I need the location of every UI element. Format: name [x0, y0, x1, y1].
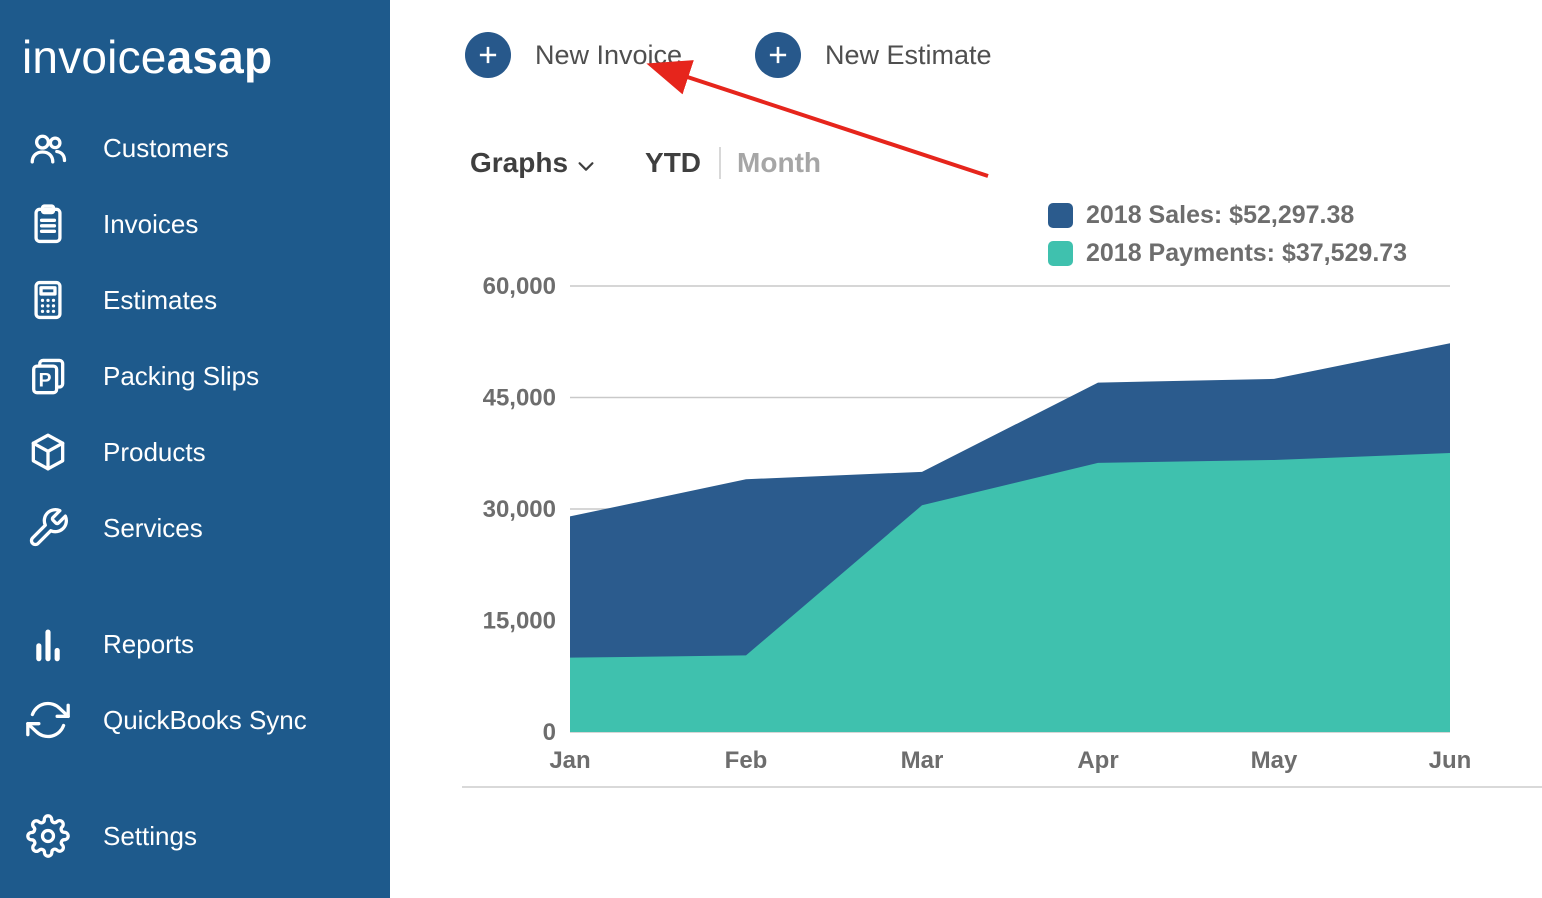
tab-ytd[interactable]: YTD: [645, 147, 702, 178]
main-content: 0 15,000 30,000 45,000 60,000 Jan Feb Mar Apr May…: [390, 0, 1542, 898]
2018-sales-area: [570, 343, 1450, 732]
sidebar-item-label: Packing Slips: [103, 360, 260, 391]
tab-month[interactable]: Month: [737, 147, 821, 178]
services-icon: [25, 505, 71, 551]
sidebar-item-quickbooks-sync[interactable]: QuickBooks Sync: [0, 682, 390, 758]
app-logo[interactable]: invoiceasap: [0, 22, 390, 110]
y-axis-label: 60,000: [483, 273, 556, 300]
chevron-down-icon: [578, 161, 594, 171]
invoices-icon: [25, 201, 71, 247]
y-axis-label: 45,000: [483, 385, 556, 412]
sidebar-item-customers[interactable]: Customers: [0, 110, 390, 186]
chart-toolbar: Graphs YTD Month: [470, 142, 821, 184]
x-axis-label: Apr: [1077, 747, 1118, 774]
sidebar-item-label: Products: [103, 436, 206, 467]
quickbooks-sync-icon: [25, 697, 71, 743]
sidebar-item-label: Services: [103, 512, 203, 543]
x-axis-label: Jan: [549, 747, 590, 774]
new-estimate-button[interactable]: New Estimate: [755, 32, 992, 78]
chart-legend: 2018 Sales: $52,297.38 2018 Payments: $37…: [1048, 201, 1407, 277]
2018-payments-area: [570, 453, 1450, 732]
plus-icon: [755, 32, 801, 78]
legend-swatch: [1048, 203, 1073, 228]
sidebar: invoiceasap Customers Invoices Estimates P P…: [0, 0, 390, 898]
y-axis-label: 30,000: [483, 496, 556, 523]
sidebar-item-packing-slips[interactable]: P Packing Slips: [0, 338, 390, 414]
graphs-label: Graphs: [470, 147, 569, 178]
sidebar-nav: Customers Invoices Estimates P Packing Slips…: [0, 110, 390, 874]
sidebar-item-invoices[interactable]: Invoices: [0, 186, 390, 262]
tab-divider: [719, 147, 722, 179]
sidebar-item-label: Invoices: [103, 208, 199, 239]
annotation-arrow: [646, 60, 989, 178]
x-axis-label: Jun: [1429, 747, 1472, 774]
sidebar-item-reports[interactable]: Reports: [0, 606, 390, 682]
svg-text:P: P: [39, 370, 52, 391]
sidebar-item-label: Estimates: [103, 284, 218, 315]
estimates-icon: [25, 277, 71, 323]
sidebar-item-settings[interactable]: Settings: [0, 798, 390, 874]
sidebar-item-label: Settings: [103, 820, 197, 851]
nav-group-gap: [0, 758, 390, 798]
x-axis-label: Feb: [725, 747, 768, 774]
customers-icon: [25, 125, 71, 171]
sidebar-item-label: Reports: [103, 628, 195, 659]
x-axis-label: Mar: [901, 747, 944, 774]
sidebar-item-services[interactable]: Services: [0, 490, 390, 566]
graphs-dropdown[interactable]: Graphs: [470, 147, 597, 179]
legend-label: 2018 Payments: $37,529.73: [1086, 239, 1408, 267]
legend-swatch: [1048, 241, 1073, 266]
sidebar-item-label: Customers: [103, 132, 229, 163]
legend-label: 2018 Sales: $52,297.38: [1086, 201, 1355, 229]
x-axis-label: May: [1251, 747, 1298, 774]
y-axis-label: 0: [543, 719, 556, 746]
new-invoice-label: New Invoice: [535, 39, 683, 70]
new-estimate-label: New Estimate: [825, 39, 992, 70]
legend-item: 2018 Sales: $52,297.38: [1048, 201, 1407, 230]
plus-icon: [465, 32, 511, 78]
packing-slips-icon: P: [25, 353, 71, 399]
nav-group-gap: [0, 566, 390, 606]
sidebar-item-label: QuickBooks Sync: [103, 704, 307, 735]
sidebar-item-estimates[interactable]: Estimates: [0, 262, 390, 338]
logo-part-asap: asap: [166, 31, 273, 83]
legend-item: 2018 Payments: $37,529.73: [1048, 239, 1407, 268]
logo-part-invoice: invoice: [22, 31, 167, 83]
sales-payments-area-chart: 0 15,000 30,000 45,000 60,000 Jan Feb Mar Apr May…: [462, 273, 1542, 788]
new-invoice-button[interactable]: New Invoice: [465, 32, 682, 78]
reports-icon: [25, 621, 71, 667]
settings-icon: [25, 813, 71, 859]
products-icon: [25, 429, 71, 475]
y-axis-label: 15,000: [483, 608, 556, 635]
sidebar-item-products[interactable]: Products: [0, 414, 390, 490]
